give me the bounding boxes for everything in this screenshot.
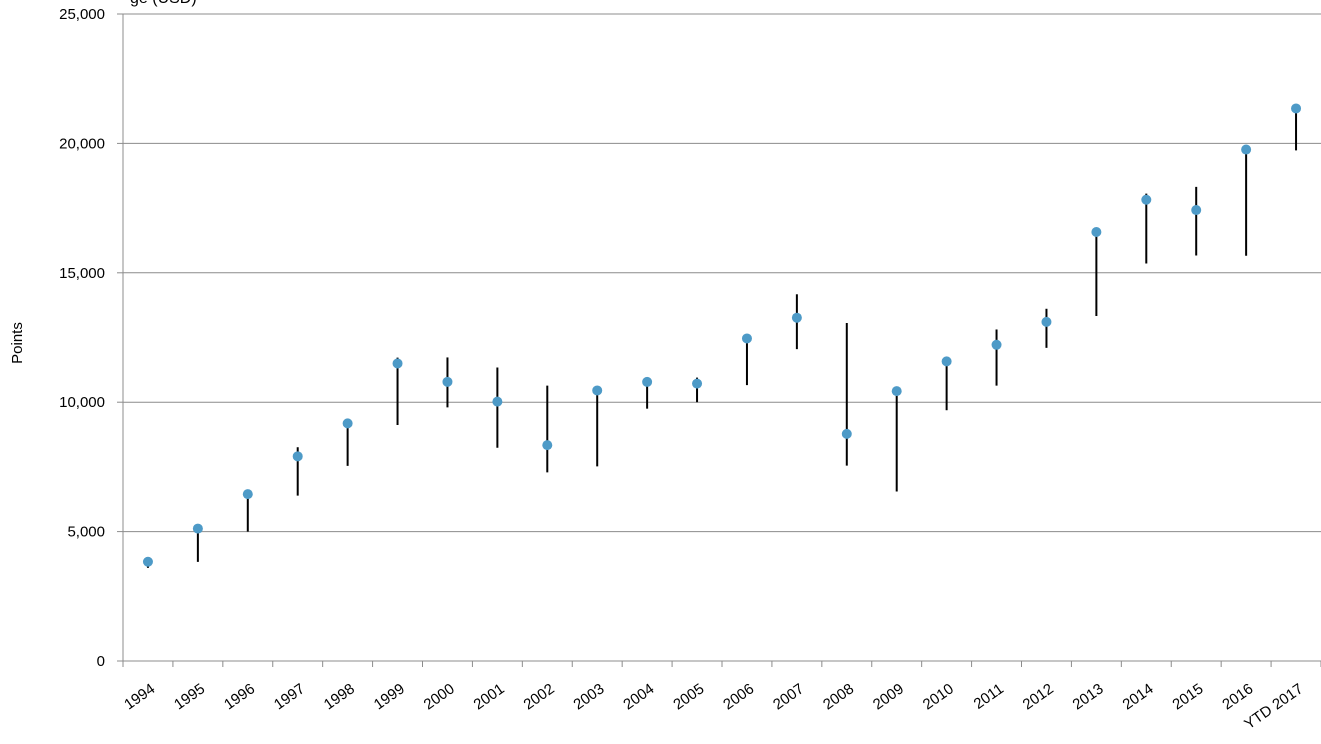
data-point [242, 489, 253, 500]
data-point [1041, 316, 1052, 327]
data-point [392, 358, 403, 369]
data-point [342, 418, 353, 429]
x-tick-label: 2013 [1070, 680, 1107, 713]
x-tick-label: 2010 [920, 680, 957, 713]
data-point [791, 312, 802, 323]
x-tick-label: 2007 [770, 680, 807, 713]
x-tick-label: 1999 [371, 680, 408, 713]
x-tick-label: 2011 [971, 680, 1007, 712]
tick-labels: 0 5,000 10,000 15,000 20,000 25,000 1994 1995 19… [59, 6, 1306, 733]
data-point [1191, 205, 1202, 216]
x-tick-label: 2003 [570, 680, 607, 713]
data-point [841, 428, 852, 439]
y-tick-label: 15,000 [59, 265, 105, 282]
x-tick-label: 1996 [221, 680, 258, 713]
data-point [192, 523, 203, 534]
x-tick-label: 2009 [870, 680, 907, 713]
x-tick-label: 2014 [1119, 680, 1156, 713]
chart-title-fragment: ge (USD) [130, 0, 197, 8]
x-tick-label: 2015 [1169, 680, 1206, 713]
x-tick-label: 2016 [1219, 680, 1256, 713]
data-point [142, 556, 153, 567]
axes [117, 13, 1321, 667]
data-point [442, 376, 453, 387]
data-point [1091, 226, 1102, 237]
y-tick-label: 5,000 [67, 524, 105, 541]
data-point [941, 356, 952, 367]
data-point [1291, 103, 1302, 114]
data-point [292, 451, 303, 462]
x-tick-label: 1997 [271, 680, 308, 713]
range-lines [146, 107, 1298, 568]
y-tick-label: 25,000 [59, 6, 105, 23]
data-point [1241, 144, 1252, 155]
data-point [891, 386, 902, 397]
y-tick-label: 10,000 [59, 394, 105, 411]
x-tick-label: 2000 [421, 680, 458, 713]
gridlines [123, 13, 1321, 533]
x-tick-label: 1995 [171, 680, 208, 713]
x-tick-label: 1998 [321, 680, 358, 713]
x-tick-label: 2005 [670, 680, 707, 713]
data-point [642, 376, 653, 387]
x-tick-label: 2008 [820, 680, 857, 713]
data-point [542, 440, 553, 451]
data-point [1141, 194, 1152, 205]
data-point [692, 378, 703, 389]
x-tick-label: 2006 [720, 680, 757, 713]
data-point [592, 385, 603, 396]
data-point [741, 333, 752, 344]
data-point [492, 396, 503, 407]
x-tick-label: 2012 [1020, 680, 1057, 713]
y-axis-label: Points [9, 322, 26, 364]
y-tick-label: 20,000 [59, 135, 105, 152]
data-points [142, 103, 1302, 567]
x-tick-label: 2004 [620, 680, 657, 713]
x-tick-label: 1994 [121, 680, 158, 713]
x-tick-label: 2001 [471, 680, 508, 713]
data-point [991, 339, 1002, 350]
x-tick-label: 2002 [520, 680, 557, 713]
y-tick-label: 0 [97, 653, 105, 670]
